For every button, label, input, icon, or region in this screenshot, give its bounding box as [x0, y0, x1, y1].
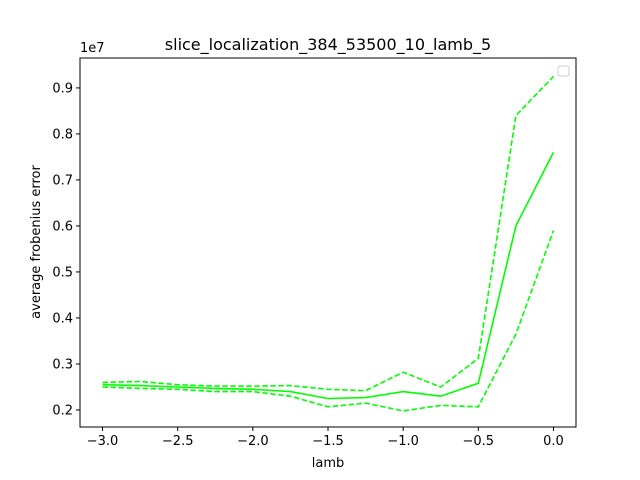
series-line-1 [102, 75, 555, 392]
x-tick-label: −1.0 [387, 434, 419, 449]
x-tick-label: −2.5 [162, 434, 194, 449]
x-tick-label: 0.0 [543, 434, 564, 449]
x-tick-label: −3.0 [87, 434, 119, 449]
chart-title: slice_localization_384_53500_10_lamb_5 [165, 35, 491, 55]
y-axis-offset-label: 1e7 [80, 41, 105, 56]
y-tick-label: 0.8 [52, 127, 73, 142]
plot-area: −3.0 −2.5 −2.0 −1.5 −1.0 −0.5 0.0 0.2 0.3 0.4 0.5 0… [52, 57, 577, 449]
x-axis-label: lamb [312, 456, 345, 471]
plot-frame [79, 57, 577, 428]
series-line-2 [102, 230, 555, 412]
y-axis-label: average frobenius error [29, 165, 44, 319]
x-tick-label: −2.0 [237, 434, 269, 449]
y-tick-label: 0.2 [52, 403, 73, 418]
x-tick-label: −1.5 [312, 434, 344, 449]
y-tick-label: 0.3 [52, 357, 73, 372]
y-tick-label: 0.9 [52, 81, 73, 96]
y-tick-label: 0.4 [52, 311, 73, 326]
series-line-0 [102, 151, 555, 400]
y-tick-label: 0.7 [52, 173, 73, 188]
y-tick-label: 0.6 [52, 219, 73, 234]
legend-box [557, 65, 570, 77]
x-tick-label: −0.5 [463, 434, 495, 449]
y-tick-label: 0.5 [52, 265, 73, 280]
